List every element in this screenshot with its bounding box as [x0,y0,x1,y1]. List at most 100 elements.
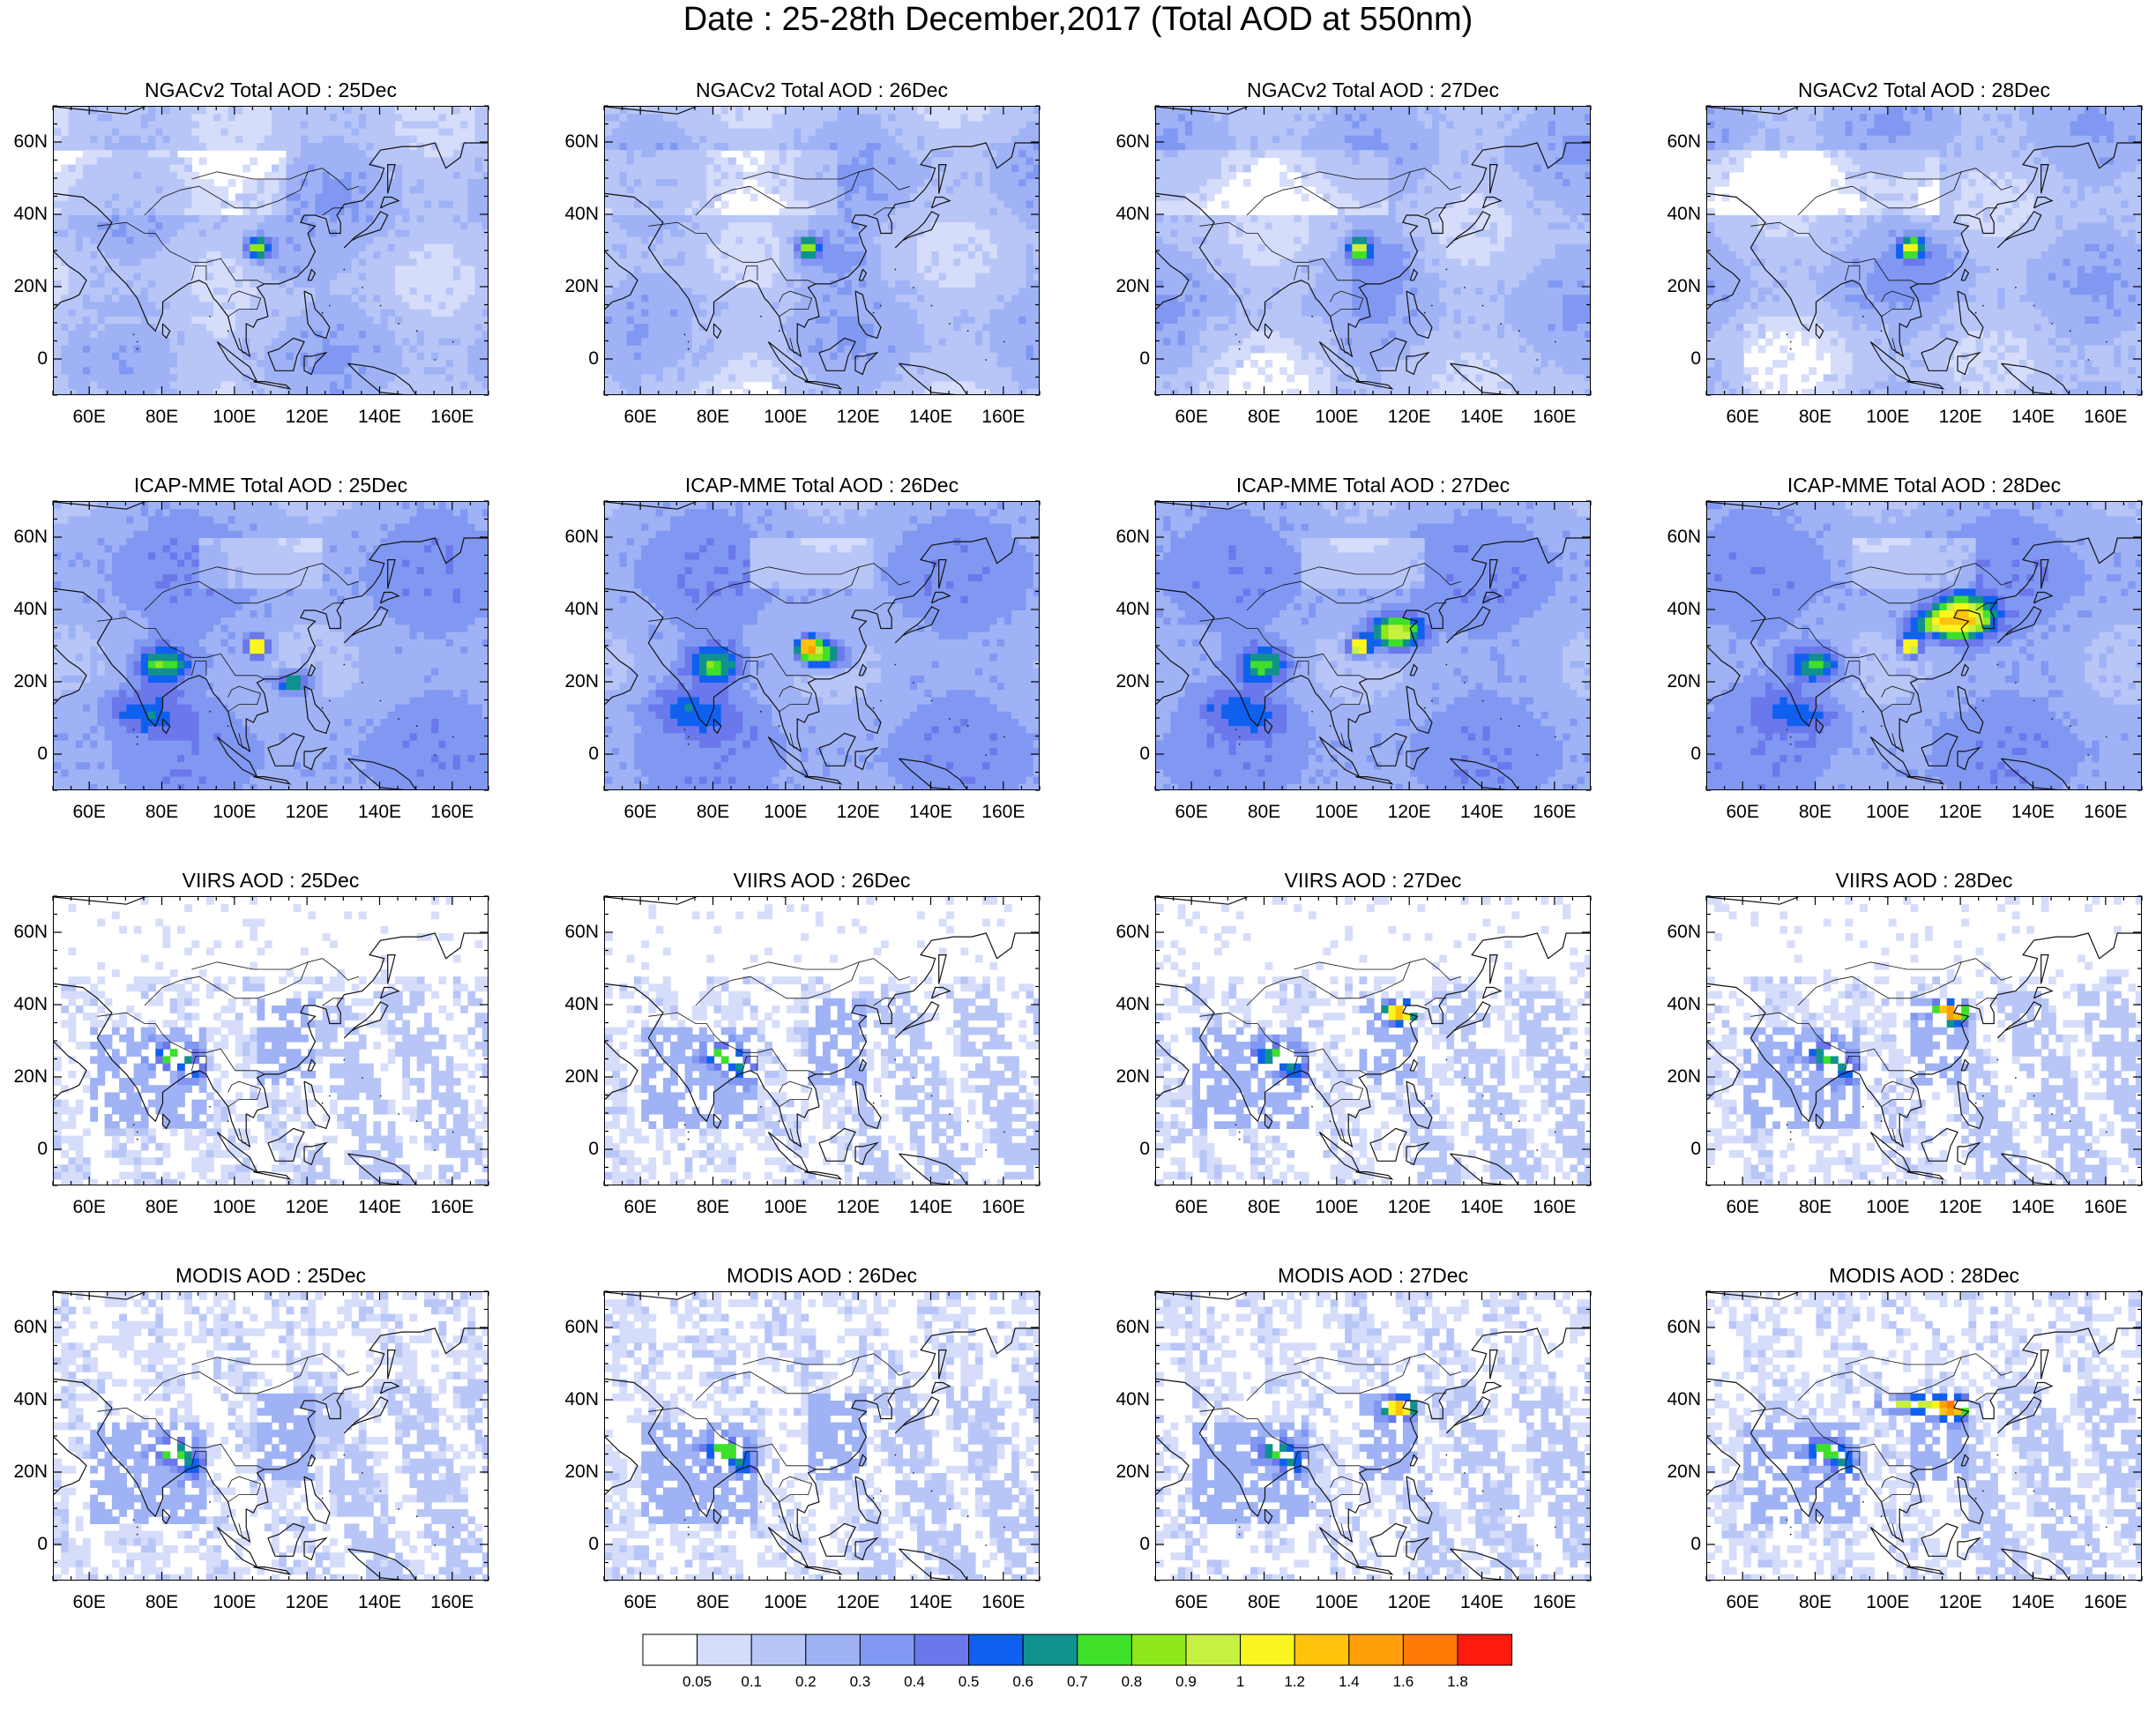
coastline [1707,932,2141,1148]
x-tick-label: 120E [1378,803,1440,822]
colorbar-box [1402,1634,1458,1666]
island-dot [1554,1526,1556,1529]
island-dot [1996,1058,1999,1061]
island-dot [2069,1515,2071,1518]
coastline [2001,758,2070,789]
island-dot [1430,1095,1433,1097]
coastline [1891,338,1900,354]
coastline [191,961,309,970]
x-tick-label: 140E [1451,407,1513,427]
coastline [1294,1055,1309,1071]
island-dot [1329,1120,1332,1123]
coastline [1845,1357,1962,1365]
axis-ticks [1154,500,1592,791]
axis-ticks [603,1290,1041,1581]
island-dot [1329,1515,1332,1518]
x-tick-label: 140E [1451,803,1513,822]
x-tick-label: 80E [131,1593,193,1612]
island-dot [1981,699,1984,702]
island-dot [415,1120,418,1123]
coastline [854,290,882,340]
island-dot [687,743,690,745]
coastline [161,1113,171,1130]
coastline [1369,1127,1407,1162]
y-tick-label: 60N [7,527,48,547]
y-tick-label: 0 [7,349,48,369]
island-dot [1464,682,1466,684]
coastline [742,961,860,970]
x-tick-label: 80E [1234,803,1295,822]
map-area [604,106,1040,395]
island-dot [362,1472,363,1474]
figure-title: Date : 25-28th December,2017 (Total AOD … [0,0,2156,42]
coastline [322,998,345,1006]
island-dot [894,1454,897,1456]
island-dot [328,1490,331,1492]
aod-field [1156,1292,1590,1580]
map-area [1155,501,1591,790]
island-dot [1311,710,1313,713]
coastline [648,1407,816,1470]
island-dot [1786,1124,1788,1126]
island-dot [683,1519,686,1521]
x-tick-label: 80E [1785,803,1846,822]
coastline [899,758,968,789]
island-dot [2051,718,2053,720]
coastline [1957,1476,1984,1525]
coastline [930,196,951,209]
island-dot [328,1095,331,1097]
coastline [742,1357,860,1365]
coastline [1891,733,1900,749]
aod-field [1707,1292,2141,1580]
y-tick-label: 0 [1660,744,1701,764]
island-dot [1445,663,1448,666]
island-dot [949,323,951,325]
island-dot [362,682,363,684]
coastline [1906,1171,1945,1180]
island-dot [879,699,882,702]
map-panel-ngacv2-2: NGACv2 Total AOD : 26Dec 60N 40N 20N 0 60E 80E… [551,78,1098,439]
coastline [303,685,331,735]
coastline [1156,1041,1190,1101]
coastline [858,268,868,281]
y-tick-label: 0 [558,1535,599,1554]
coastline [1340,733,1349,749]
coastline [1445,1001,1491,1039]
coastline [695,958,910,1006]
island-dot [1518,1120,1520,1123]
island-dot [1536,1149,1539,1151]
island-dot [930,699,933,702]
coastline [873,1393,896,1402]
coastline [1340,338,1349,354]
x-tick-label: 160E [1524,1198,1585,1217]
x-tick-label: 100E [1306,407,1368,427]
coastline [307,663,317,677]
map-panel-viirs-4: VIIRS AOD : 28Dec 60N 40N 20N 0 60E 80E 100E 120… [1653,868,2156,1230]
island-dot [343,663,346,666]
x-tick-label: 120E [1929,1593,1991,1612]
axis-ticks [52,105,489,396]
island-dot [451,1131,454,1133]
colorbar-label: 0.1 [734,1674,769,1690]
y-tick-label: 60N [1109,527,1150,547]
island-dot [451,1526,454,1529]
island-dot [132,729,135,731]
aod-field [54,107,488,394]
y-tick-label: 0 [1109,1535,1150,1554]
coastline [804,381,843,390]
coastline [1845,566,1962,575]
y-tick-label: 40N [1660,600,1701,619]
island-dot [1445,268,1448,271]
axis-ticks [603,500,1041,791]
coastline [1881,290,1915,318]
island-dot [1789,1526,1792,1529]
coastline [695,563,910,611]
coastline [1409,1454,1419,1467]
coastline [1424,602,1447,611]
map-area [53,106,489,395]
coastline [1330,1476,1364,1503]
coastline [894,1396,940,1434]
x-tick-label: 140E [2003,803,2064,822]
coastline [1906,776,1945,785]
map-panel-viirs-2: VIIRS AOD : 26Dec 60N 40N 20N 0 60E 80E 100E 120… [551,868,1098,1230]
